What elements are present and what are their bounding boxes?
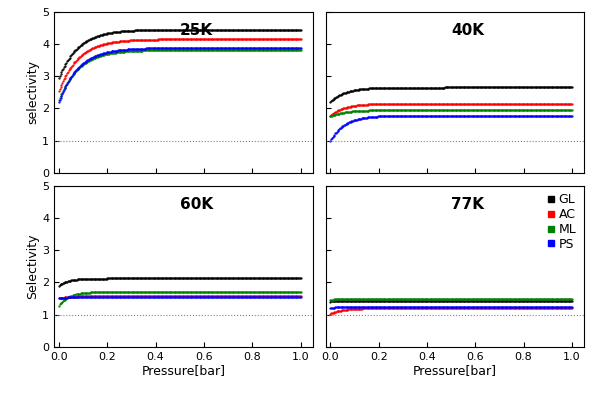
Y-axis label: selectivity: selectivity — [26, 60, 39, 125]
Y-axis label: Selectivity: Selectivity — [26, 234, 39, 299]
Text: 25K: 25K — [180, 23, 213, 38]
Legend: GL, AC, ML, PS: GL, AC, ML, PS — [547, 192, 578, 252]
Text: 60K: 60K — [180, 197, 213, 212]
X-axis label: Pressure[bar]: Pressure[bar] — [413, 364, 497, 377]
Text: 77K: 77K — [451, 197, 484, 212]
X-axis label: Pressure[bar]: Pressure[bar] — [141, 364, 225, 377]
Text: 40K: 40K — [451, 23, 484, 38]
